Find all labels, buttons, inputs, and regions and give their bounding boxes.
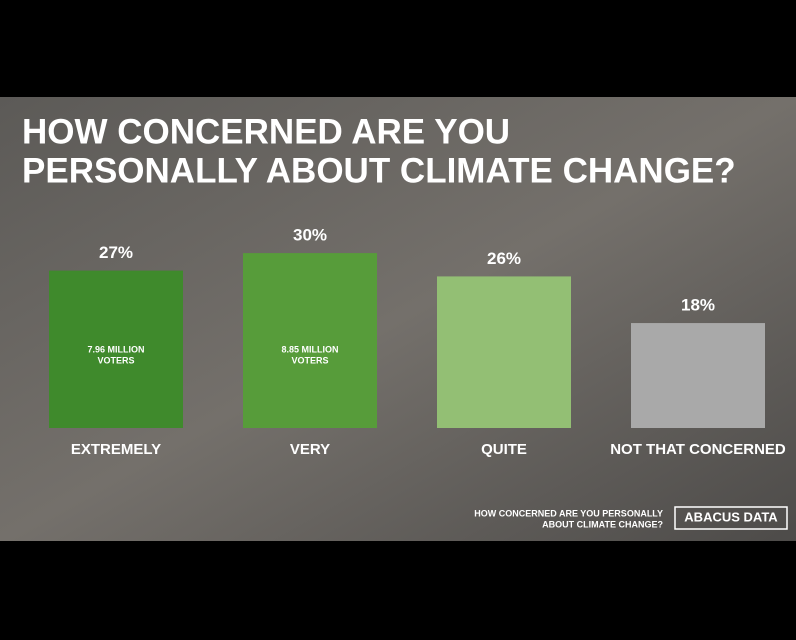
chart-title: HOW CONCERNED ARE YOU [22,112,510,151]
logo: ABACUS DATA [684,509,778,524]
bar [243,253,377,428]
bar-annotation: 7.96 MILLION [87,344,144,354]
bar-annotation: VOTERS [97,355,134,365]
bar-annotation: 8.85 MILLION [281,344,338,354]
category-label: NOT THAT CONCERNED [610,441,786,458]
category-label: QUITE [481,441,527,458]
value-label: 18% [681,296,715,315]
bar-annotation: VOTERS [291,355,328,365]
footnote: HOW CONCERNED ARE YOU PERSONALLY [474,508,663,518]
bar [49,270,183,428]
bar [437,276,571,428]
value-label: 27% [99,243,133,262]
logo-box [674,506,788,530]
chart-title: PERSONALLY ABOUT CLIMATE CHANGE? [22,151,736,190]
category-label: VERY [290,441,330,458]
footnote: ABOUT CLIMATE CHANGE? [542,519,663,529]
category-label: EXTREMELY [71,441,161,458]
bar [631,323,765,428]
value-label: 26% [487,249,521,268]
value-label: 30% [293,226,327,245]
